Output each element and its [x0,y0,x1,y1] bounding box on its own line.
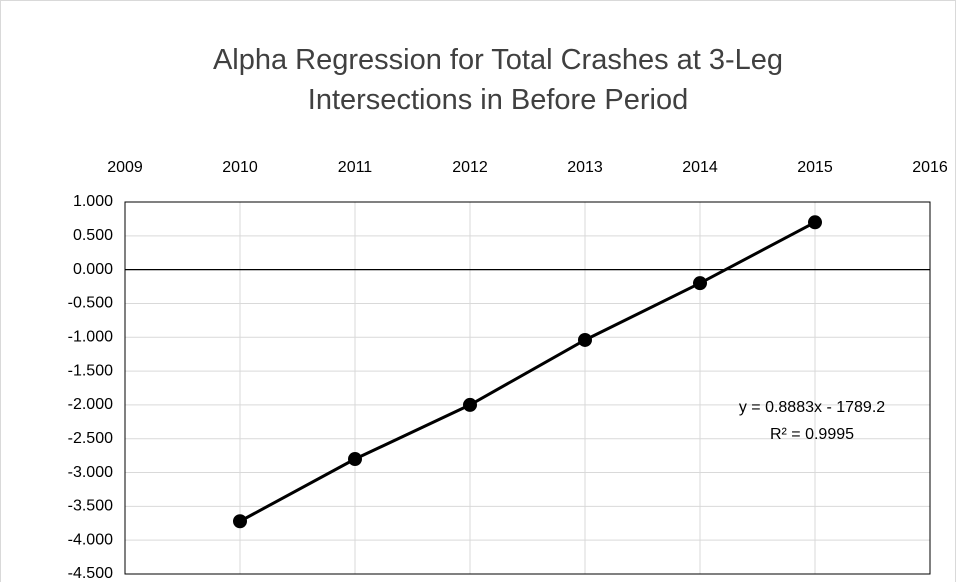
plot-area [124,201,931,575]
x-tick-label: 2010 [222,159,258,176]
data-point [693,276,707,291]
x-tick-label: 2009 [107,159,143,176]
y-tick-label: -4.500 [68,565,113,582]
data-point [808,215,822,230]
y-tick-label: 1.000 [73,193,113,210]
y-tick-label: -2.000 [68,396,113,413]
data-point [348,452,362,467]
trendline-label: R² = 0.9995 [770,426,854,443]
y-tick-label: 0.500 [73,227,113,244]
x-tick-label: 2012 [452,159,488,176]
y-tick-label: -1.000 [68,328,113,345]
x-tick-label: 2013 [567,159,603,176]
y-tick-label: 0.000 [73,261,113,278]
trendline-label: y = 0.8883x - 1789.2 [739,399,885,416]
y-tick-label: -3.000 [68,464,113,481]
data-point [233,514,247,529]
y-tick-label: -2.500 [68,430,113,447]
y-tick-label: -3.500 [68,498,113,515]
y-tick-label: -1.500 [68,362,113,379]
chart-title: Alpha Regression for Total Crashes at 3-… [212,44,784,116]
series-line [239,220,816,523]
x-tick-label: 2014 [682,159,718,176]
x-tick-label: 2015 [797,159,833,176]
data-point [463,397,477,412]
x-tick-label: 2016 [912,159,948,176]
x-tick-label: 2011 [338,159,373,176]
data-point [578,332,592,347]
y-tick-label: -4.000 [68,531,113,548]
y-tick-label: -0.500 [68,295,113,312]
